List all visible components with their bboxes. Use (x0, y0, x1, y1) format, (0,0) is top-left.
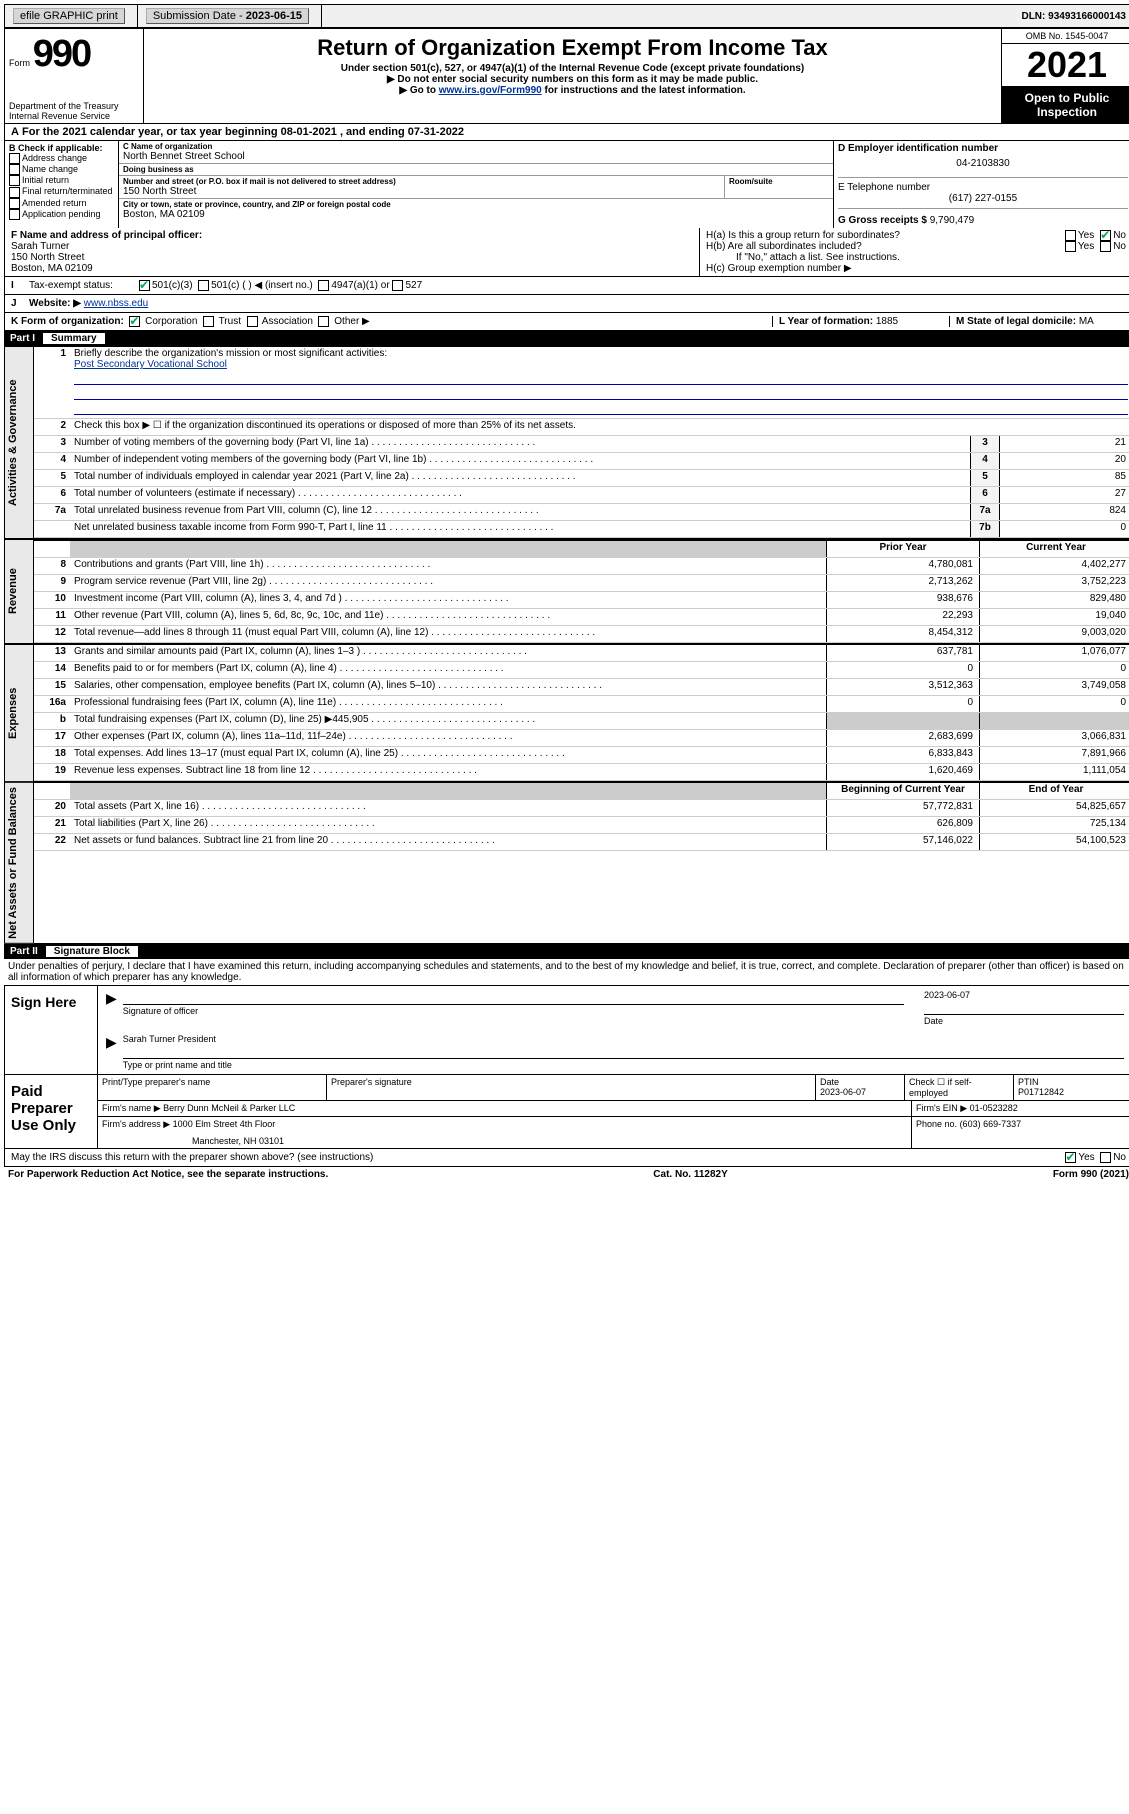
form-number-cell: Form 990 Department of the Treasury Inte… (5, 29, 144, 123)
chk-final-return[interactable] (9, 187, 20, 198)
efile-label: efile GRAPHIC print (5, 5, 138, 27)
data-row: 12Total revenue—add lines 8 through 11 (… (34, 626, 1129, 643)
org-street: 150 North Street (123, 186, 720, 197)
summary-row: 5Total number of individuals employed in… (34, 470, 1129, 487)
year-formation: 1885 (876, 316, 898, 327)
org-name: North Bennet Street School (123, 151, 829, 162)
data-row: 14Benefits paid to or for members (Part … (34, 662, 1129, 679)
firm-name: Berry Dunn McNeil & Parker LLC (163, 1103, 295, 1113)
summary-row: 7aTotal unrelated business revenue from … (34, 504, 1129, 521)
row-i: I Tax-exempt status: 501(c)(3) 501(c) ( … (4, 277, 1129, 295)
chk-hb-no[interactable] (1100, 241, 1111, 252)
chk-other[interactable] (318, 316, 329, 327)
section-expenses: Expenses 13Grants and similar amounts pa… (4, 644, 1129, 782)
chk-corp[interactable] (129, 316, 140, 327)
data-row: 22Net assets or fund balances. Subtract … (34, 834, 1129, 851)
discuss-row: May the IRS discuss this return with the… (4, 1149, 1129, 1167)
chk-4947[interactable] (318, 280, 329, 291)
chk-initial-return[interactable] (9, 175, 20, 186)
org-city: Boston, MA 02109 (123, 209, 829, 220)
chk-amended[interactable] (9, 198, 20, 209)
chk-trust[interactable] (203, 316, 214, 327)
data-row: bTotal fundraising expenses (Part IX, co… (34, 713, 1129, 730)
chk-name-change[interactable] (9, 164, 20, 175)
summary-row: 4Number of independent voting members of… (34, 453, 1129, 470)
chk-discuss-no[interactable] (1100, 1152, 1111, 1163)
form-title: Return of Organization Exempt From Incom… (152, 35, 993, 61)
data-row: 15Salaries, other compensation, employee… (34, 679, 1129, 696)
chk-discuss-yes[interactable] (1065, 1152, 1076, 1163)
arrow-icon: ▶ (106, 990, 117, 1026)
submission-button[interactable]: Submission Date - 2023-06-15 (146, 8, 309, 24)
domicile: MA (1079, 316, 1094, 327)
data-row: 8Contributions and grants (Part VIII, li… (34, 558, 1129, 575)
ptin: P01712842 (1018, 1087, 1064, 1097)
chk-hb-yes[interactable] (1065, 241, 1076, 252)
row-j: J Website: ▶ www.nbss.edu (4, 295, 1129, 313)
mission-link[interactable]: Post Secondary Vocational School (74, 359, 227, 370)
summary-row: 6Total number of volunteers (estimate if… (34, 487, 1129, 504)
firm-ein: 01-0523282 (970, 1103, 1018, 1113)
data-row: 9Program service revenue (Part VIII, lin… (34, 575, 1129, 592)
section-netassets: Net Assets or Fund Balances Beginning of… (4, 782, 1129, 944)
officer-signed: Sarah Turner President (123, 1034, 1124, 1044)
data-row: 13Grants and similar amounts paid (Part … (34, 645, 1129, 662)
chk-ha-yes[interactable] (1065, 230, 1076, 241)
officer-name: Sarah Turner (11, 241, 693, 252)
efile-button[interactable]: efile GRAPHIC print (13, 8, 125, 24)
data-row: 19Revenue less expenses. Subtract line 1… (34, 764, 1129, 781)
title-cell: Return of Organization Exempt From Incom… (144, 29, 1001, 123)
phone: (617) 227-0155 (838, 193, 1128, 204)
data-row: 20Total assets (Part X, line 16)57,772,8… (34, 800, 1129, 817)
form-header: Form 990 Department of the Treasury Inte… (4, 28, 1129, 124)
website-link[interactable]: www.nbss.edu (84, 298, 148, 309)
sign-date: 2023-06-07 (924, 990, 1124, 1000)
row-bcd: B Check if applicable: Address change Na… (4, 141, 1129, 228)
chk-501c3[interactable] (139, 280, 150, 291)
ein: 04-2103830 (838, 154, 1128, 169)
irs-link[interactable]: www.irs.gov/Form990 (439, 85, 542, 96)
summary-row: Net unrelated business taxable income fr… (34, 521, 1129, 538)
row-fh: F Name and address of principal officer:… (4, 228, 1129, 277)
chk-ha-no[interactable] (1100, 230, 1111, 241)
submission-date: Submission Date - 2023-06-15 (138, 5, 322, 27)
chk-501c[interactable] (198, 280, 209, 291)
sign-here-block: Sign Here ▶ Signature of officer 2023-06… (4, 986, 1129, 1075)
gross-receipts: 9,790,479 (930, 215, 975, 226)
paid-preparer-block: Paid Preparer Use Only Print/Type prepar… (4, 1075, 1129, 1149)
chk-assoc[interactable] (247, 316, 258, 327)
data-row: 10Investment income (Part VIII, column (… (34, 592, 1129, 609)
tax-year: 2021 (1002, 44, 1129, 87)
row-a: A For the 2021 calendar year, or tax yea… (4, 124, 1129, 141)
data-row: 16aProfessional fundraising fees (Part I… (34, 696, 1129, 713)
chk-address-change[interactable] (9, 153, 20, 164)
form-990-label: 990 (33, 33, 90, 75)
topbar: efile GRAPHIC print Submission Date - 20… (4, 4, 1129, 28)
arrow-icon: ▶ (106, 1034, 117, 1070)
chk-app-pending[interactable] (9, 209, 20, 220)
section-governance: Activities & Governance 1 Briefly descri… (4, 346, 1129, 539)
data-row: 17Other expenses (Part IX, column (A), l… (34, 730, 1129, 747)
col-b-checks: B Check if applicable: Address change Na… (5, 141, 119, 228)
firm-phone: (603) 669-7337 (960, 1119, 1022, 1129)
dln: DLN: 93493166000143 (1015, 9, 1129, 24)
summary-row: 3Number of voting members of the governi… (34, 436, 1129, 453)
part2-bar: Part II Signature Block (4, 944, 1129, 959)
col-deg: D Employer identification number 04-2103… (833, 141, 1129, 228)
part1-bar: Part I Summary (4, 331, 1129, 346)
data-row: 18Total expenses. Add lines 13–17 (must … (34, 747, 1129, 764)
data-row: 11Other revenue (Part VIII, column (A), … (34, 609, 1129, 626)
col-c: C Name of organization North Bennet Stre… (119, 141, 833, 228)
perjury-decl: Under penalties of perjury, I declare th… (4, 959, 1129, 986)
data-row: 21Total liabilities (Part X, line 26)626… (34, 817, 1129, 834)
section-revenue: Revenue Prior Year Current Year 8Contrib… (4, 539, 1129, 644)
row-klm: K Form of organization: Corporation Trus… (4, 313, 1129, 331)
chk-527[interactable] (392, 280, 403, 291)
year-cell: OMB No. 1545-0047 2021 Open to Public In… (1001, 29, 1129, 123)
footer: For Paperwork Reduction Act Notice, see … (4, 1167, 1129, 1182)
